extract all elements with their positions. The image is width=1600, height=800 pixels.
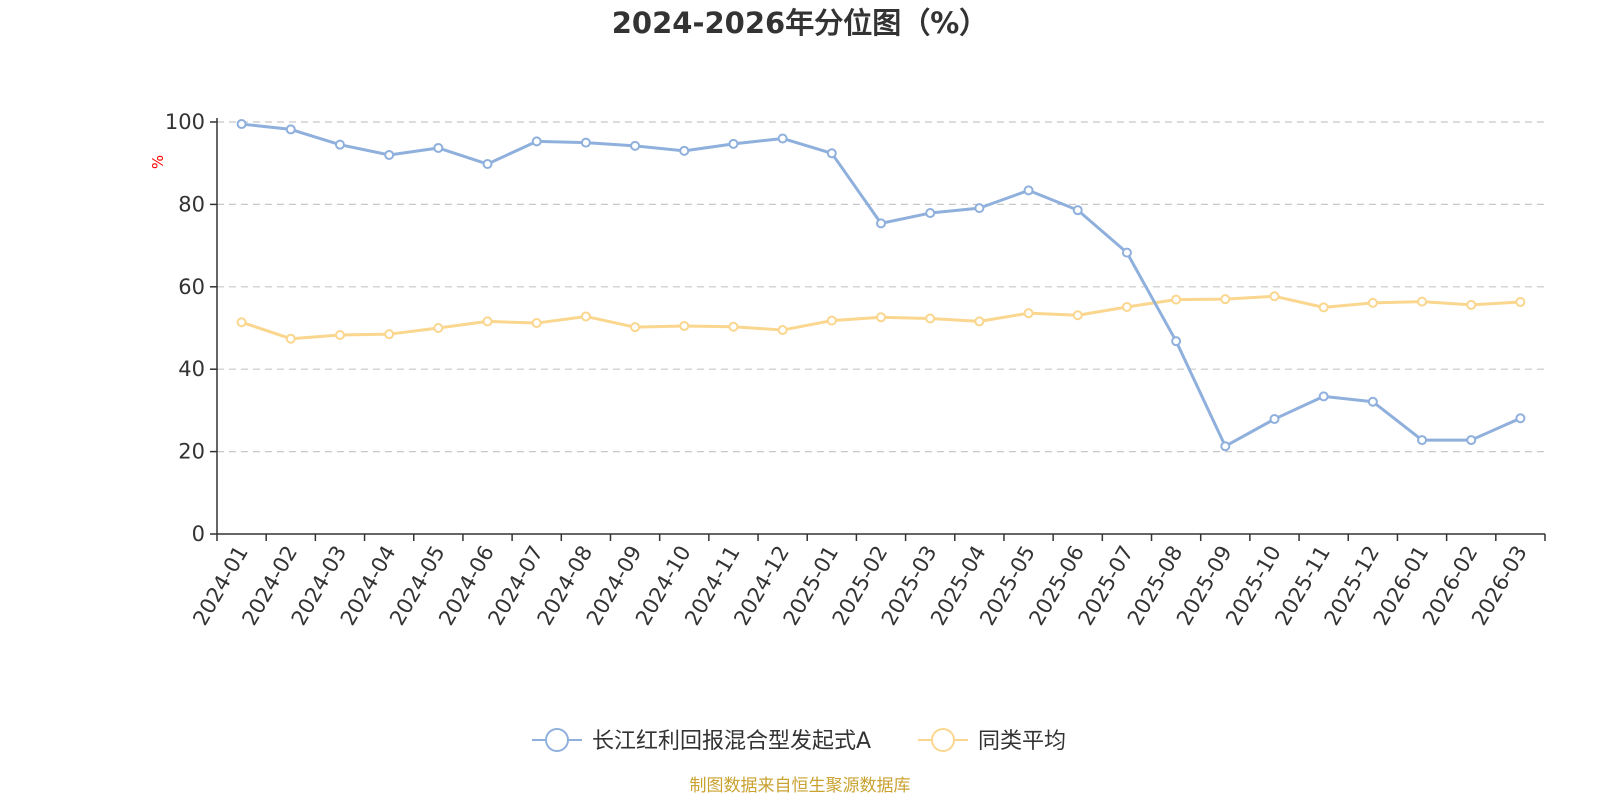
- series-1-point[interactable]: [384, 149, 395, 160]
- series-2-point[interactable]: [1466, 299, 1477, 310]
- series-1-point[interactable]: [1121, 247, 1132, 258]
- series-2-point[interactable]: [679, 320, 690, 331]
- series-2-point[interactable]: [1367, 297, 1378, 308]
- series-1-point[interactable]: [1072, 205, 1083, 216]
- series-1-point[interactable]: [236, 119, 247, 130]
- series-1: [236, 119, 1526, 452]
- series-1-point[interactable]: [1023, 185, 1034, 196]
- series-2-point[interactable]: [1072, 310, 1083, 321]
- series-1-point[interactable]: [974, 203, 985, 214]
- series-2-point[interactable]: [1269, 291, 1280, 302]
- series-1-point[interactable]: [728, 138, 739, 149]
- series-2-point[interactable]: [630, 322, 641, 333]
- series-1-point[interactable]: [1269, 414, 1280, 425]
- series-2-point[interactable]: [925, 313, 936, 324]
- series-1-point[interactable]: [876, 218, 886, 229]
- series-1-point[interactable]: [531, 136, 542, 147]
- series-1-point[interactable]: [1515, 413, 1526, 424]
- series-1-point[interactable]: [433, 142, 444, 153]
- y-axis-label: %: [149, 155, 167, 169]
- series-2-point[interactable]: [236, 317, 247, 328]
- series-1-point[interactable]: [679, 145, 690, 156]
- source-note: 制图数据来自恒生聚源数据库: [690, 776, 911, 796]
- series-1-point[interactable]: [482, 159, 493, 170]
- legend-item-2[interactable]: 同类平均: [918, 728, 1066, 754]
- legend-label: 长江红利回报混合型发起式A: [592, 729, 871, 754]
- legend: 长江红利回报混合型发起式A 同类平均: [532, 728, 1066, 754]
- series-2-point[interactable]: [1417, 296, 1428, 307]
- legend-swatch-marker: [931, 728, 955, 752]
- series-1-point[interactable]: [1220, 441, 1231, 452]
- series-1-point[interactable]: [334, 139, 345, 150]
- series-2-point[interactable]: [1318, 302, 1329, 313]
- series-1-point[interactable]: [285, 124, 296, 135]
- series-1-point[interactable]: [1367, 396, 1378, 407]
- series-1-point[interactable]: [1318, 391, 1329, 402]
- series-1-point[interactable]: [1171, 336, 1182, 347]
- series-2-point[interactable]: [1515, 297, 1526, 308]
- legend-item-1[interactable]: 长江红利回报混合型发起式A: [532, 728, 871, 754]
- y-tick-label: 60: [178, 275, 205, 299]
- series-2-point[interactable]: [1023, 308, 1034, 319]
- series-1-point[interactable]: [1466, 435, 1477, 446]
- chart-title: 2024-2026年分位图（%）: [612, 6, 989, 40]
- series-2-point[interactable]: [285, 333, 296, 344]
- series-2-point[interactable]: [876, 312, 886, 323]
- series-2-point[interactable]: [1171, 294, 1182, 305]
- series-2-point[interactable]: [777, 325, 788, 336]
- series-2-point[interactable]: [334, 330, 345, 341]
- legend-swatch-marker: [545, 728, 569, 752]
- series-1-line: [241, 122, 1522, 448]
- series-2: [236, 291, 1526, 344]
- series-2-point[interactable]: [433, 323, 444, 333]
- y-tick-label: 40: [178, 357, 205, 381]
- y-tick-label: 20: [178, 440, 205, 464]
- series-1-point[interactable]: [1417, 435, 1428, 446]
- series-1-point[interactable]: [777, 133, 788, 144]
- series-2-point[interactable]: [974, 316, 985, 327]
- series-2-point[interactable]: [728, 321, 739, 332]
- series-1-point[interactable]: [580, 137, 591, 148]
- gridlines: [217, 121, 1545, 453]
- series-2-point[interactable]: [1220, 294, 1231, 305]
- series-2-point[interactable]: [1121, 301, 1132, 312]
- legend-label: 同类平均: [978, 729, 1066, 754]
- series-2-point[interactable]: [826, 315, 837, 326]
- series-2-point[interactable]: [580, 311, 591, 322]
- series-2-point[interactable]: [482, 316, 493, 327]
- y-tick-label: 80: [178, 192, 205, 216]
- series-1-point[interactable]: [826, 148, 837, 159]
- series-2-point[interactable]: [384, 329, 395, 340]
- series: [236, 119, 1526, 452]
- y-tick-label: 0: [192, 522, 205, 546]
- series-1-point[interactable]: [630, 140, 641, 151]
- y-tick-label: 100: [165, 110, 205, 134]
- series-1-point[interactable]: [925, 208, 936, 219]
- series-2-point[interactable]: [531, 318, 542, 329]
